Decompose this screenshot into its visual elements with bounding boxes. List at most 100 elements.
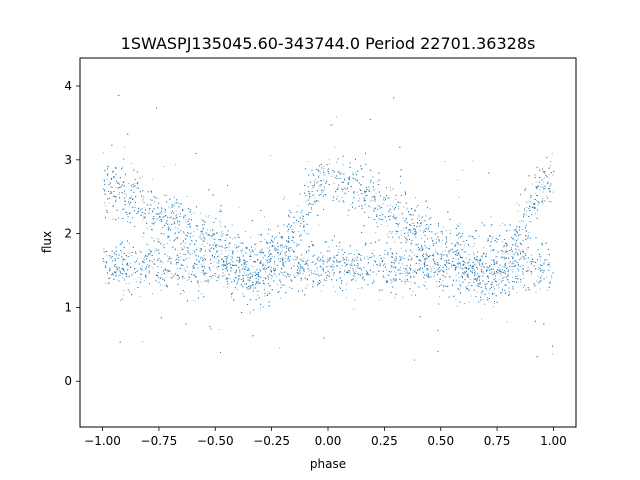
data-point [321,191,323,193]
data-point [122,277,124,279]
data-point [152,293,153,295]
data-point [245,231,246,233]
data-point [167,255,169,257]
data-point [545,188,547,190]
data-point [334,291,336,293]
data-point [180,230,182,232]
data-point [462,169,464,171]
data-point [111,205,113,207]
data-point [219,329,220,331]
data-point [164,269,166,271]
data-point [156,218,158,220]
data-point [232,250,234,251]
data-point [519,242,521,244]
data-point [120,187,122,189]
data-point [323,285,325,286]
data-point [193,266,195,268]
data-point [210,236,212,238]
data-point [517,232,519,234]
data-point [539,255,541,257]
data-point [172,223,174,225]
data-point [104,181,106,183]
data-point [521,267,523,269]
data-point [264,295,266,297]
data-point [336,116,337,118]
data-point [250,284,252,286]
data-point [445,239,447,241]
data-point [154,259,156,261]
data-point [189,277,191,279]
data-point [510,247,512,249]
data-point [176,268,178,270]
data-point [116,270,118,272]
data-point [315,263,317,265]
data-point [115,274,117,276]
data-point [213,247,215,249]
data-point [518,229,520,231]
data-point [468,261,470,263]
data-point [257,275,259,277]
data-point [273,271,275,273]
data-point [458,196,460,198]
data-point [301,267,303,269]
data-point [366,255,368,257]
data-point [294,255,296,257]
data-point [336,161,338,163]
data-point [511,265,512,267]
data-point [264,283,265,285]
data-point [256,260,258,261]
data-point [228,249,230,251]
data-point [429,208,431,210]
data-point [458,243,460,245]
data-point [200,266,202,268]
data-point [134,206,136,208]
data-point [358,205,360,207]
data-point [350,280,352,281]
data-point [412,271,414,273]
data-point [283,198,284,200]
data-point [139,277,141,278]
data-point [269,155,271,157]
data-point [152,261,154,263]
data-point [241,250,243,252]
data-point [202,235,204,237]
data-point [344,265,346,267]
data-point [456,262,458,264]
data-point [215,258,217,259]
data-point [176,213,178,215]
data-point [211,278,213,279]
data-point [530,272,532,274]
data-point [305,200,307,202]
data-point [535,194,537,196]
data-point [516,230,518,232]
data-point [123,269,124,271]
data-point [139,295,140,297]
data-point [161,274,163,275]
data-point [531,259,533,261]
data-point [337,171,339,173]
data-point [460,223,461,225]
data-point [160,266,162,268]
data-point [188,279,190,281]
data-point [501,241,503,243]
data-point [210,270,211,271]
data-point [183,291,185,293]
data-point [264,271,266,273]
data-point [243,266,245,268]
data-point [523,287,525,288]
data-point [512,286,514,288]
data-point [472,265,474,266]
data-point [213,266,215,268]
data-point [265,277,267,279]
data-point [542,272,544,274]
data-point [275,275,277,277]
data-point [353,254,355,255]
data-point [483,267,485,269]
data-point [472,160,474,162]
data-point [218,277,220,279]
data-point [535,291,537,293]
data-point [300,266,302,268]
data-point [547,289,548,291]
data-point [310,270,312,272]
data-point [190,210,192,212]
